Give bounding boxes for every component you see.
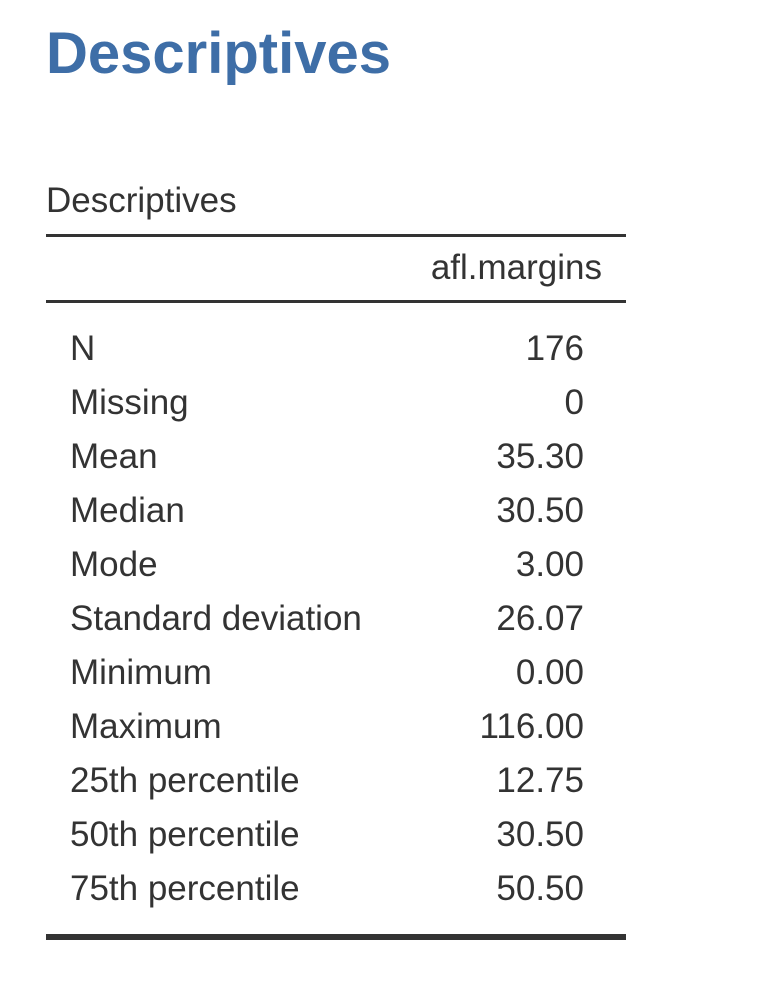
- table-row-50th-percentile: 50th percentile 30.50: [46, 808, 626, 862]
- table-row-missing: Missing 0: [46, 376, 626, 430]
- row-value: 0: [564, 383, 584, 422]
- row-value: 30.50: [496, 491, 584, 530]
- row-label: Minimum: [70, 653, 212, 692]
- table-row-75th-percentile: 75th percentile 50.50: [46, 862, 626, 916]
- row-value: 3.00: [515, 545, 584, 584]
- row-label: Median: [70, 491, 185, 530]
- table-bottom-rule: [46, 934, 626, 940]
- row-label: 50th percentile: [70, 815, 300, 854]
- table-row-mode: Mode 3.00: [46, 538, 626, 592]
- row-value: 50.50: [496, 869, 584, 908]
- row-label: 75th percentile: [70, 869, 300, 908]
- row-value: 176: [525, 329, 584, 368]
- table-row-minimum: Minimum 0.00: [46, 646, 626, 700]
- row-label: N: [70, 329, 96, 368]
- row-label: Mean: [70, 437, 158, 476]
- row-value: 26.07: [496, 599, 584, 638]
- descriptives-table-body: N 176 Missing 0 Mean 35.30 Median 30.50 …: [46, 322, 626, 916]
- row-value: 35.30: [496, 437, 584, 476]
- row-label: 25th percentile: [70, 761, 300, 800]
- row-value: 30.50: [496, 815, 584, 854]
- row-value: 116.00: [479, 707, 584, 746]
- row-label: Mode: [70, 545, 158, 584]
- table-title: Descriptives: [46, 181, 237, 220]
- page-heading: Descriptives: [46, 21, 391, 86]
- row-value: 0.00: [515, 653, 584, 692]
- table-row-n: N 176: [46, 322, 626, 376]
- row-label: Standard deviation: [70, 599, 362, 638]
- row-value: 12.75: [496, 761, 584, 800]
- row-label: Maximum: [70, 707, 222, 746]
- table-top-rule: [46, 234, 626, 237]
- table-row-maximum: Maximum 116.00: [46, 700, 626, 754]
- table-row-mean: Mean 35.30: [46, 430, 626, 484]
- column-header-afl-margins: afl.margins: [430, 248, 602, 287]
- table-row-standard-deviation: Standard deviation 26.07: [46, 592, 626, 646]
- table-row-25th-percentile: 25th percentile 12.75: [46, 754, 626, 808]
- row-label: Missing: [70, 383, 189, 422]
- table-header-rule: [46, 300, 626, 303]
- table-row-median: Median 30.50: [46, 484, 626, 538]
